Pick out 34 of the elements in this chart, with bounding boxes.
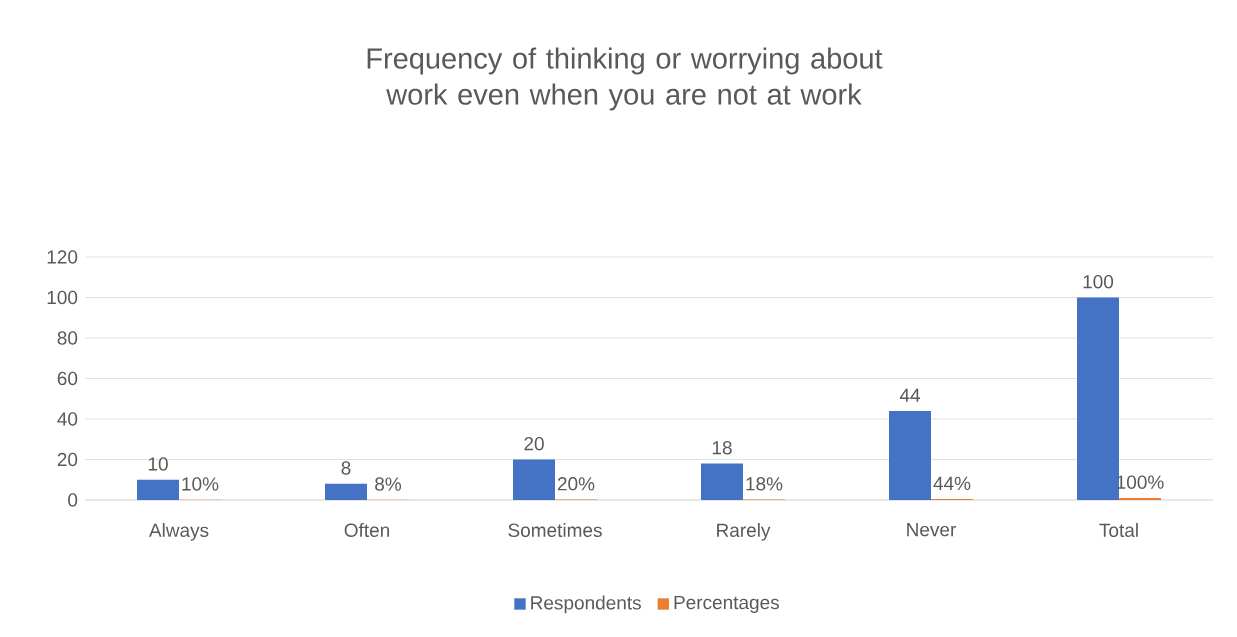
x-tick-label: Never	[907, 523, 957, 537]
data-label: 8	[341, 461, 351, 475]
legend-label: Respondents	[531, 595, 641, 614]
y-tick-label: 120	[47, 250, 78, 264]
data-label: 18%	[746, 477, 783, 491]
bar	[1118, 497, 1161, 500]
y-tick-label: 60	[57, 371, 78, 386]
x-tick-label: Rarely	[717, 523, 771, 541]
bar	[1076, 297, 1119, 500]
legend-label: Percentages	[674, 595, 779, 613]
data-label: 8%	[375, 477, 402, 491]
y-tick-label: 80	[57, 331, 78, 345]
y-tick-label: 0	[68, 493, 78, 507]
bar	[513, 459, 555, 500]
data-label: 20%	[557, 477, 595, 491]
x-tick-label: Often	[344, 523, 390, 537]
data-label: 44	[899, 388, 920, 402]
bar	[701, 463, 743, 500]
bar	[137, 479, 180, 500]
x-tick-label: Always	[148, 523, 209, 541]
data-label: 100	[1083, 274, 1114, 289]
y-tick-label: 100	[47, 290, 78, 305]
chart-title: Frequency of thinking or worrying about work even when you are not at work	[367, 47, 883, 111]
data-label: 20	[524, 436, 544, 451]
data-label: 10%	[182, 477, 219, 491]
y-tick-label: 40	[57, 412, 78, 426]
x-tick-label: Total	[1099, 523, 1138, 538]
bar	[888, 410, 931, 500]
bar	[325, 483, 367, 500]
data-label: 18	[712, 441, 732, 455]
y-tick-label: 20	[57, 452, 78, 467]
data-label: 10	[148, 457, 168, 471]
data-label: 44%	[933, 476, 971, 491]
x-tick-label: Sometimes	[508, 523, 602, 538]
